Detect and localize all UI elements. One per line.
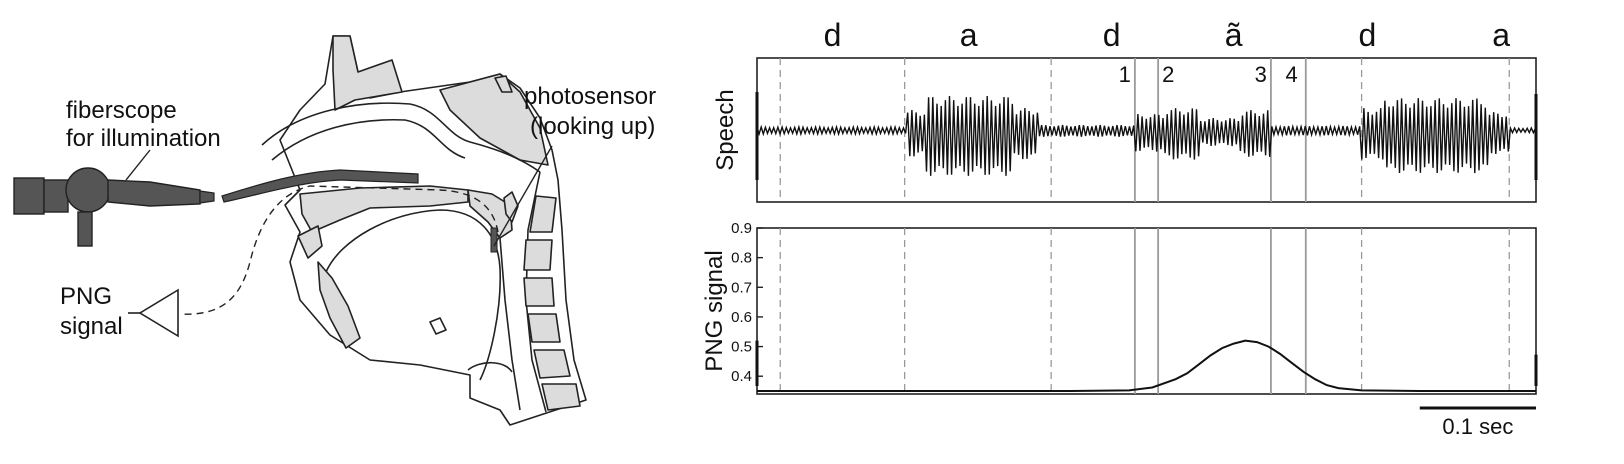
png-label-line1: PNG — [60, 283, 112, 310]
png-ytick-label: 0.9 — [731, 220, 752, 237]
phoneme-label: d — [1359, 17, 1377, 53]
photosensor-label-line1: photosensor — [524, 83, 656, 110]
png-signal-line — [757, 339, 1536, 392]
tongue — [325, 209, 502, 381]
photosensor-leader — [493, 145, 553, 247]
boundary-number: 2 — [1162, 62, 1174, 87]
boundary-number: 4 — [1286, 62, 1298, 87]
png-label-line2: signal — [60, 313, 123, 340]
photosensor-label-line2: (looking up) — [530, 113, 655, 140]
png-ytick-label: 0.5 — [731, 339, 752, 356]
scale-bar-label: 0.1 sec — [1442, 414, 1513, 439]
phoneme-label: ã — [1225, 17, 1243, 53]
vertebrae — [523, 195, 581, 411]
upper-lip — [297, 225, 323, 259]
speech-waveform-path — [756, 95, 1537, 176]
png-panel: 0.4 0.5 0.6 0.7 0.8 0.9 PNG signal — [701, 220, 1538, 395]
nasal-passage-lower — [271, 118, 466, 161]
vocal-tract-diagram: fiberscope for illumination photosensor … — [13, 35, 656, 426]
png-panel-frame — [756, 227, 1537, 395]
png-ylabel: PNG signal — [701, 250, 728, 371]
jaw-detail — [429, 317, 447, 335]
nasal-passage-upper — [261, 102, 541, 173]
phoneme-label: a — [960, 17, 978, 53]
boundary-number: 1 — [1119, 62, 1131, 87]
png-ytick-label: 0.7 — [731, 279, 752, 296]
lower-lip — [317, 261, 361, 349]
png-cable — [179, 185, 499, 315]
fiberscope-label-line1: fiberscope — [66, 97, 177, 124]
boundary-number: 3 — [1255, 62, 1267, 87]
turbinate — [494, 75, 513, 93]
phoneme-label: a — [1492, 17, 1510, 53]
photosensor — [490, 227, 498, 253]
speech-ylabel: Speech — [712, 89, 739, 170]
fiberscope-label-line2: for illumination — [66, 125, 221, 152]
velum — [467, 189, 513, 239]
pharynx-front — [499, 237, 521, 411]
phoneme-label: d — [1103, 17, 1121, 53]
hyoid — [467, 361, 513, 373]
nasal-bone — [332, 35, 403, 111]
png-ytick-label: 0.6 — [731, 309, 752, 326]
amplifier-icon — [138, 288, 179, 338]
png-boundaries — [779, 228, 1510, 394]
time-scale-bar: 0.1 sec — [1419, 406, 1536, 439]
epiglottis — [503, 191, 519, 223]
png-ytick-label: 0.8 — [731, 250, 752, 267]
png-ytick-label: 0.4 — [731, 368, 752, 385]
speech-waveform — [755, 92, 1538, 180]
hard-palate — [299, 185, 469, 233]
phoneme-label: d — [824, 17, 842, 53]
png-y-ticks: 0.4 0.5 0.6 0.7 0.8 0.9 — [731, 220, 1538, 386]
fiberscope — [13, 149, 419, 247]
